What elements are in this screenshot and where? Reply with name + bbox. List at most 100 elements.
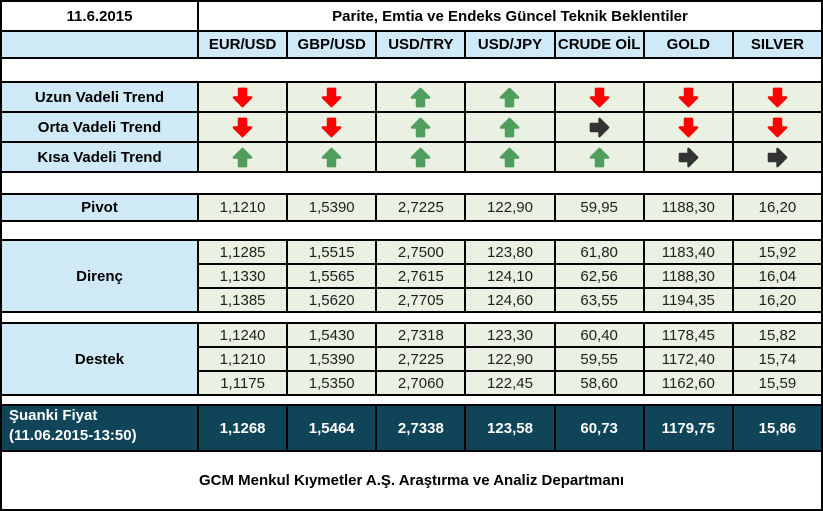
pivot-value-cell: 1,1210 xyxy=(199,195,287,220)
current-price-value-cell: 1,1268 xyxy=(199,406,287,450)
support-value-cell: 1,1210 xyxy=(199,348,287,370)
current-price-value-cell: 60,73 xyxy=(555,406,643,450)
trend-down-arrow-icon xyxy=(678,117,699,137)
trend-arrow-cell xyxy=(555,83,643,111)
resistance-value-cell: 62,56 xyxy=(555,265,643,287)
spacer xyxy=(2,59,821,81)
trend-right-arrow-icon xyxy=(678,147,699,167)
trend-arrow-cell xyxy=(199,83,287,111)
trend-arrow-cell xyxy=(377,83,465,111)
pivot-value-cell: 59,95 xyxy=(555,195,643,220)
support-value-cell: 1,5430 xyxy=(288,324,376,346)
trend-down-arrow-icon xyxy=(232,87,253,107)
column-header-usdjpy: USD/JPY xyxy=(466,32,554,57)
support-value-cell: 15,82 xyxy=(733,324,821,346)
resistance-value-cell: 1,5620 xyxy=(288,289,376,311)
spacer xyxy=(2,222,821,239)
resistance-value-cell: 2,7500 xyxy=(377,241,465,263)
pivot-value-cell: 1188,30 xyxy=(644,195,732,220)
trend-arrow-cell xyxy=(288,83,376,111)
trend-down-arrow-icon xyxy=(678,87,699,107)
trend-up-arrow-icon xyxy=(411,147,431,167)
resistance-value-cell: 2,7615 xyxy=(377,265,465,287)
report-title: Parite, Emtia ve Endeks Güncel Teknik Be… xyxy=(199,2,821,30)
resistance-value-cell: 2,7705 xyxy=(377,289,465,311)
trend-up-arrow-icon xyxy=(500,147,520,167)
footer: GCM Menkul Kıymetler A.Ş. Araştırma ve A… xyxy=(2,452,821,509)
support-value-cell: 2,7318 xyxy=(377,324,465,346)
current-price-value-cell: 15,86 xyxy=(733,406,821,450)
support-value-cell: 1,1175 xyxy=(199,372,287,394)
pivot-value-cell: 2,7225 xyxy=(377,195,465,220)
support-block: Destek 1,1240 1,5430 2,7318 123,30 60,40… xyxy=(2,322,821,396)
column-header-empty-cell xyxy=(2,32,197,57)
trend-arrow-cell xyxy=(555,113,643,141)
pivot-value-cell: 16,20 xyxy=(733,195,821,220)
trend-down-arrow-icon xyxy=(589,87,609,107)
resistance-value-cell: 1183,40 xyxy=(644,241,732,263)
resistance-block: Direnç 1,1285 1,5515 2,7500 123,80 61,80… xyxy=(2,239,821,313)
pivot-block: Pivot 1,1210 1,5390 2,7225 122,90 59,95 … xyxy=(2,193,821,222)
footer-text: GCM Menkul Kıymetler A.Ş. Araştırma ve A… xyxy=(198,472,625,489)
trend-arrow-cell xyxy=(733,143,821,171)
column-header-gold: GOLD xyxy=(644,32,732,57)
trend-up-arrow-icon xyxy=(500,87,520,107)
pivot-value-cell: 1,5390 xyxy=(288,195,376,220)
support-label: Destek xyxy=(2,324,197,394)
support-value-cell: 1162,60 xyxy=(644,372,732,394)
resistance-value-cell: 124,10 xyxy=(466,265,554,287)
pivot-label: Pivot xyxy=(2,195,197,220)
trend-arrow-cell xyxy=(733,113,821,141)
support-value-cell: 2,7060 xyxy=(377,372,465,394)
current-price-value-cell: 1,5464 xyxy=(288,406,376,450)
trend-up-arrow-icon xyxy=(232,147,253,167)
current-price-value-cell: 2,7338 xyxy=(377,406,465,450)
resistance-value-cell: 1188,30 xyxy=(644,265,732,287)
current-price-block: Şuanki Fiyat (11.06.2015-13:50) 1,1268 1… xyxy=(2,404,821,452)
column-header-eurusd: EUR/USD xyxy=(199,32,287,57)
resistance-value-cell: 124,60 xyxy=(466,289,554,311)
support-value-cell: 15,74 xyxy=(733,348,821,370)
report-date: 11.6.2015 xyxy=(2,2,197,30)
trend-right-arrow-icon xyxy=(589,117,609,137)
trend-down-arrow-icon xyxy=(767,117,788,137)
support-value-cell: 58,60 xyxy=(555,372,643,394)
spacer xyxy=(2,313,821,322)
support-value-cell: 2,7225 xyxy=(377,348,465,370)
trend-block: Uzun Vadeli Trend Orta Vadeli Trend Kısa… xyxy=(2,81,821,173)
resistance-label: Direnç xyxy=(2,241,197,311)
trend-down-arrow-icon xyxy=(767,87,788,107)
support-value-cell: 1,5390 xyxy=(288,348,376,370)
trend-arrow-cell xyxy=(555,143,643,171)
support-value-cell: 1178,45 xyxy=(644,324,732,346)
trend-arrow-cell xyxy=(466,113,554,141)
trend-arrow-cell xyxy=(644,83,732,111)
current-price-label: Şuanki Fiyat (11.06.2015-13:50) xyxy=(2,406,197,450)
resistance-value-cell: 123,80 xyxy=(466,241,554,263)
current-price-value-cell: 123,58 xyxy=(466,406,554,450)
trend-arrow-cell xyxy=(644,113,732,141)
column-header-silver: SILVER xyxy=(733,32,821,57)
spacer xyxy=(2,396,821,404)
trend-up-arrow-icon xyxy=(500,117,520,137)
support-value-cell: 122,45 xyxy=(466,372,554,394)
trend-arrow-cell xyxy=(288,143,376,171)
trend-up-arrow-icon xyxy=(589,147,609,167)
support-value-cell: 59,55 xyxy=(555,348,643,370)
trend-up-arrow-icon xyxy=(411,117,431,137)
short-term-trend-label: Kısa Vadeli Trend xyxy=(2,143,197,171)
header-block: 11.6.2015 Parite, Emtia ve Endeks Güncel… xyxy=(2,2,821,59)
support-value-cell: 60,40 xyxy=(555,324,643,346)
support-value-cell: 1,1240 xyxy=(199,324,287,346)
resistance-value-cell: 1,5565 xyxy=(288,265,376,287)
trend-down-arrow-icon xyxy=(321,117,342,137)
support-value-cell: 1,5350 xyxy=(288,372,376,394)
support-value-cell: 123,30 xyxy=(466,324,554,346)
resistance-value-cell: 61,80 xyxy=(555,241,643,263)
column-header-gbpusd: GBP/USD xyxy=(288,32,376,57)
long-term-trend-label: Uzun Vadeli Trend xyxy=(2,83,197,111)
trend-up-arrow-icon xyxy=(411,87,431,107)
mid-term-trend-label: Orta Vadeli Trend xyxy=(2,113,197,141)
trend-up-arrow-icon xyxy=(321,147,342,167)
